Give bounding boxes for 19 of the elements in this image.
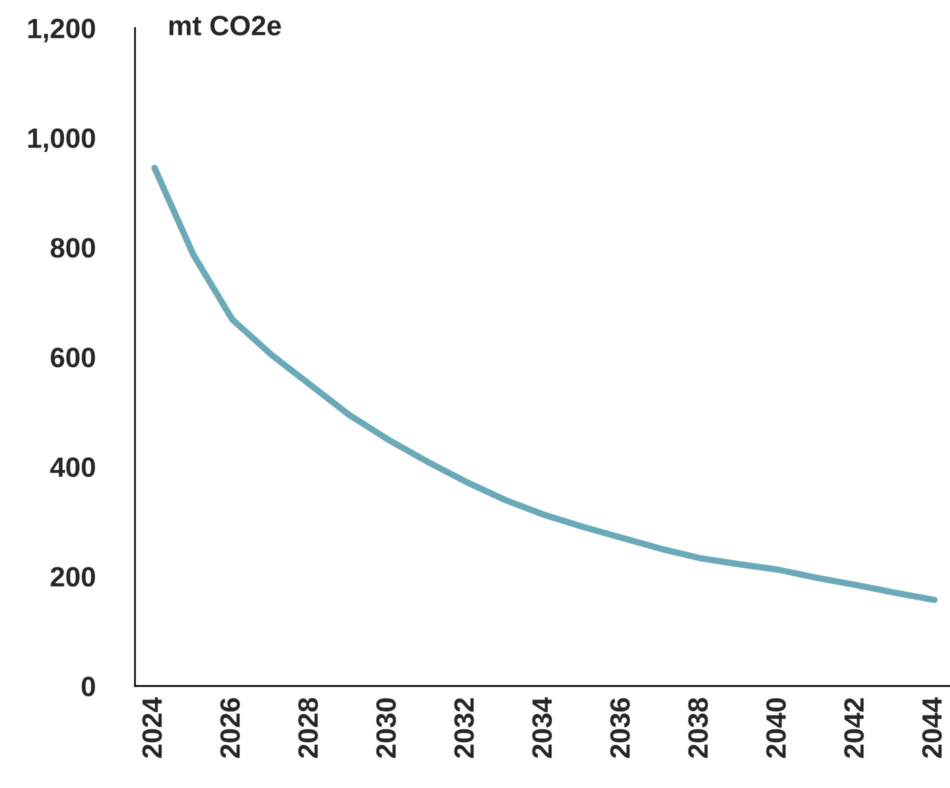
y-tick-label: 800 [50, 238, 95, 258]
x-tick-label: 2040 [766, 698, 786, 758]
y-tick-label: 1,000 [28, 128, 95, 152]
y-tick-label: 600 [50, 348, 95, 368]
x-tick-label: 2038 [688, 698, 708, 758]
x-tick-label: 2032 [454, 698, 474, 758]
x-tick-label: 2042 [844, 698, 864, 758]
x-tick-label: 2024 [142, 697, 162, 758]
x-tick-label: 2034 [532, 697, 552, 758]
x-tick-label: 2028 [298, 698, 318, 758]
x-tick-label: 2030 [376, 698, 396, 758]
y-tick-label: 200 [50, 567, 95, 587]
x-tick-label: 2044 [922, 697, 942, 758]
y-tick-label: 1,200 [28, 18, 95, 42]
x-tick-label: 2026 [220, 698, 240, 758]
y-tick-label: 400 [50, 457, 95, 478]
y-tick-label: 0 [82, 676, 95, 696]
x-tick-label: 2036 [610, 698, 630, 758]
y-axis-title: mt CO2e [169, 16, 281, 36]
